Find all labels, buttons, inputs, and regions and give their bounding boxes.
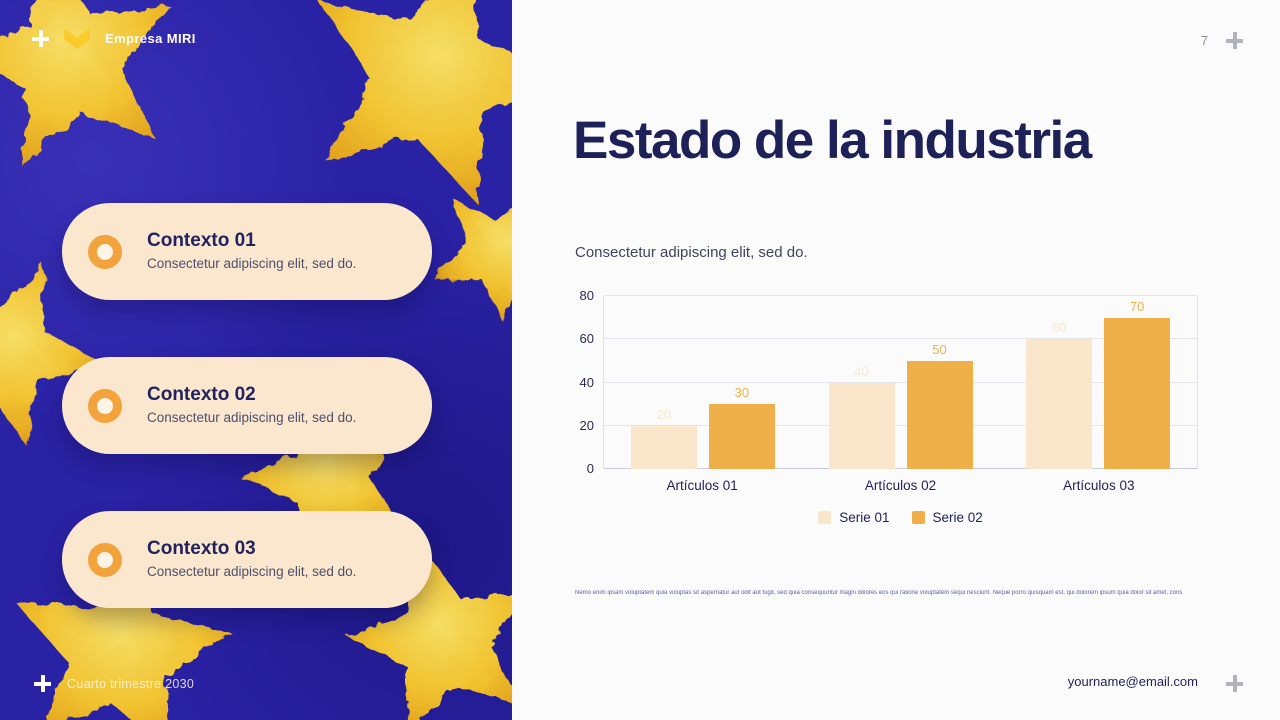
bar-group: 20 30 — [604, 386, 802, 469]
gridline — [604, 424, 1197, 426]
legend-label: Serie 02 — [932, 510, 983, 525]
bar-with-label: 60 — [1026, 320, 1093, 469]
bar-group: 60 70 — [999, 300, 1197, 469]
brand-logo-icon — [64, 28, 90, 49]
context-card-3: Contexto 03 Consectetur adipiscing elit,… — [62, 511, 432, 608]
gridline — [604, 468, 1197, 469]
legend-item: Serie 01 — [818, 510, 890, 525]
context-card-1: Contexto 01 Consectetur adipiscing elit,… — [62, 203, 432, 300]
card-subtitle: Consectetur adipiscing elit, sed do. — [147, 564, 357, 580]
page-number: 7 — [1200, 33, 1208, 48]
donut-bullet-icon — [88, 388, 122, 423]
context-card-2: Contexto 02 Consectetur adipiscing elit,… — [62, 357, 432, 454]
slide-subtitle: Consectetur adipiscing elit, sed do. — [575, 244, 808, 261]
bar — [1104, 317, 1171, 469]
category-label: Artículos 01 — [666, 478, 738, 493]
legend-swatch — [818, 511, 832, 524]
category-label: Artículos 02 — [864, 478, 937, 493]
plus-icon — [1226, 32, 1243, 49]
bar-with-label: 50 — [906, 341, 973, 469]
plus-icon — [32, 30, 49, 47]
category-label: Artículos 03 — [1063, 478, 1135, 493]
donut-bullet-icon — [88, 542, 122, 577]
plus-icon — [1226, 675, 1243, 692]
y-tick-label: 60 — [579, 331, 594, 347]
chart-body: 0 20 40 60 80 20 30 40 50 60 70 — [571, 289, 1198, 475]
bar-value-label: 40 — [854, 363, 869, 379]
content-panel: 7 Estado de la industria Consectetur adi… — [512, 0, 1280, 720]
y-tick-label: 0 — [586, 461, 594, 476]
bar-value-label: 20 — [656, 406, 672, 422]
plus-icon — [34, 675, 51, 692]
bar — [1026, 339, 1093, 469]
card-title: Contexto 01 — [147, 229, 256, 251]
card-subtitle: Consectetur adipiscing elit, sed do. — [147, 256, 357, 272]
card-subtitle: Consectetur adipiscing elit, sed do. — [147, 410, 357, 426]
fine-print-text: Nemo enim ipsam voluptatem quia voluptas… — [575, 590, 1182, 596]
bar-value-label: 30 — [734, 385, 750, 401]
bar-with-label: 30 — [708, 385, 775, 469]
bar-with-label: 40 — [828, 363, 895, 469]
y-tick-label: 20 — [579, 417, 594, 433]
left-header: Empresa MIRI — [32, 28, 196, 49]
y-tick-label: 40 — [579, 374, 594, 390]
slide-title: Estado de la industria — [573, 111, 1092, 170]
y-tick-label: 80 — [579, 288, 594, 303]
footer-email: yourname@email.com — [1067, 674, 1198, 689]
bar — [828, 382, 895, 469]
chart-y-axis: 0 20 40 60 80 — [571, 289, 603, 475]
legend-swatch — [911, 511, 925, 524]
bar-with-label: 70 — [1104, 298, 1171, 469]
left-footer: Cuarto trimestre 2030 — [34, 675, 194, 692]
chart-legend: Serie 01 Serie 02 — [603, 510, 1198, 525]
bar-value-label: 50 — [932, 341, 947, 357]
bar — [708, 404, 775, 469]
quarter-label: Cuarto trimestre 2030 — [67, 676, 195, 691]
bar-value-label: 60 — [1051, 320, 1067, 336]
legend-label: Serie 01 — [839, 510, 890, 525]
bar — [906, 360, 973, 469]
bar-value-label: 70 — [1129, 298, 1145, 314]
brand-name: Empresa MIRI — [105, 31, 196, 46]
bar-with-label: 20 — [630, 406, 697, 469]
bar-chart: 0 20 40 60 80 20 30 40 50 60 70 Artículos 01 Artíc… — [571, 289, 1198, 525]
bar-group: 40 50 — [802, 343, 1000, 469]
left-decor-panel: Empresa MIRI Contexto 01 Consectetur adi… — [0, 0, 512, 720]
legend-item: Serie 02 — [911, 510, 983, 525]
card-title: Contexto 03 — [147, 537, 256, 559]
donut-bullet-icon — [88, 234, 122, 269]
chart-plot: 20 30 40 50 60 70 — [603, 295, 1198, 469]
chart-bars: 20 30 40 50 60 70 — [604, 296, 1197, 469]
gridline — [604, 338, 1197, 340]
gridline — [604, 295, 1197, 296]
chart-categories: Artículos 01 Artículos 02 Artículos 03 — [603, 478, 1198, 493]
card-title: Contexto 02 — [147, 383, 256, 405]
bar — [630, 425, 697, 469]
gridline — [604, 381, 1197, 383]
